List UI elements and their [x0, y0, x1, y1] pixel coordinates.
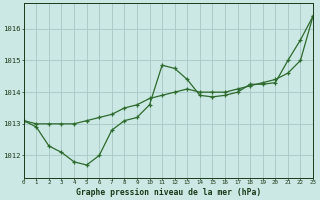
X-axis label: Graphe pression niveau de la mer (hPa): Graphe pression niveau de la mer (hPa)	[76, 188, 261, 197]
